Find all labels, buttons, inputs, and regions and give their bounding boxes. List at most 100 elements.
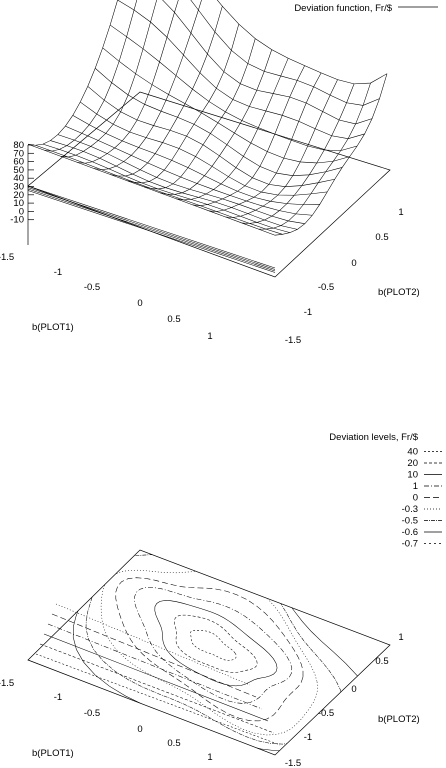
contour-line <box>85 552 343 745</box>
surface-mesh-line-v <box>42 143 291 233</box>
contour-line <box>43 633 269 722</box>
surface-z-tick-label: 0 <box>19 206 24 217</box>
surface-mesh-line-v <box>162 0 373 125</box>
surface-y-tick-label: 0.5 <box>375 232 388 243</box>
contour-legend-title: Deviation levels, Fr/$ <box>329 432 418 443</box>
surface-z-tick-label: -10 <box>10 215 24 226</box>
contour-legend-level-label: -0.6 <box>402 527 418 538</box>
surface-front-band <box>27 185 276 269</box>
contour-y-tick-label: 0.5 <box>375 656 388 667</box>
surface-mesh-line-u <box>110 6 223 177</box>
surface-mesh-line-u <box>27 0 118 146</box>
contour-line <box>47 623 263 710</box>
surface-z-tick-label: 20 <box>13 190 24 201</box>
surface-y-tick-label: -1 <box>304 307 312 318</box>
surface-mesh-line-v <box>117 0 365 139</box>
contour-line <box>174 614 258 673</box>
surface-z-tick-label: 70 <box>13 148 24 159</box>
surface-mesh-line-u <box>176 58 289 201</box>
contour-line <box>154 600 278 687</box>
contour-x-axis-label: b(PLOT1) <box>32 748 74 759</box>
surface-x-tick-label: -0.5 <box>84 282 100 293</box>
surface-mesh-line-v <box>57 134 305 224</box>
surface-z-tick-label: 50 <box>13 165 24 176</box>
surface-mesh-line-v <box>35 145 283 235</box>
contour-legend-level-label: 1 <box>413 481 418 492</box>
contour-legend-level-label: 10 <box>407 470 418 481</box>
surface-mesh-line-u <box>44 0 138 152</box>
contour-line <box>51 613 257 698</box>
contour-x-tick-label: 0.5 <box>167 738 180 749</box>
surface-mesh-line-v <box>216 0 388 85</box>
surface-x-tick-label: 1 <box>207 331 212 342</box>
surface-mesh-line-u <box>143 38 256 190</box>
surface-x-tick-label: 0.5 <box>167 314 180 325</box>
contour-line <box>100 569 318 736</box>
contour-y-tick-label: -1 <box>304 732 312 743</box>
surface-mesh-line-u <box>225 79 338 218</box>
surface-mesh-line-v <box>50 140 298 230</box>
surface-mesh-line-u <box>126 24 240 184</box>
contour-line <box>134 587 293 704</box>
surface-legend-label: Deviation function, Fr/$ <box>294 3 392 14</box>
contour-y-tick-label: 1 <box>398 632 403 643</box>
contour-x-tick-label: 0 <box>137 724 142 735</box>
contour-x-tick-label: -0.5 <box>84 708 100 719</box>
surface-x-tick-label: 0 <box>137 298 142 309</box>
surface-mesh-line-v <box>80 101 328 196</box>
contour-x-tick-label: -1.5 <box>0 678 14 689</box>
surface-mesh-line-u <box>159 49 272 195</box>
contour-line <box>190 630 237 661</box>
surface-x-tick-label: -1.5 <box>0 252 14 263</box>
surface-y-tick-label: -1.5 <box>285 335 301 346</box>
surface-front-band <box>27 188 276 272</box>
surface-mesh-line-u <box>60 0 157 158</box>
surface-mesh-line-v <box>109 24 358 151</box>
contour-plane-frame <box>27 549 391 756</box>
surface-mesh-line-v <box>95 68 343 176</box>
contour-y-tick-label: -0.5 <box>318 708 334 719</box>
contour-line <box>39 643 275 734</box>
contour-line <box>35 653 281 746</box>
contour-y-tick-label: 0 <box>351 684 356 695</box>
contour-legend-level-label: -0.3 <box>402 504 418 515</box>
surface-mesh-line-v <box>65 125 313 216</box>
contour-legend-level-label: 0 <box>413 493 418 504</box>
contour-plot: -1.5 -1 -0.5 0 0.5 1 b(PLOT1) -1.5 -1 -0.5 0 0.5 1 b(… <box>0 432 442 768</box>
contour-y-axis-label: b(PLOT2) <box>378 714 420 725</box>
surface-mesh-line-u <box>242 83 355 224</box>
surface-y-tick-label: 0 <box>351 258 356 269</box>
surface-mesh-line-v <box>190 0 380 106</box>
contour-legend-level-label: 20 <box>407 458 418 469</box>
surface-z-tick-label: 30 <box>13 182 24 193</box>
surface-mesh-line-v <box>102 47 350 164</box>
surface-mesh-line-v <box>27 143 276 236</box>
contour-legend-level-label: -0.5 <box>402 516 418 527</box>
surface-mesh-line-u <box>258 82 371 230</box>
surface-mesh-line-v <box>87 86 335 187</box>
contour-legend-level-label: -0.7 <box>402 539 418 550</box>
surface-z-tick-label: 80 <box>13 140 24 151</box>
surface-mesh-line-u <box>192 65 305 206</box>
contour-y-tick-label: -1.5 <box>285 758 301 768</box>
surface-x-tick-label: -1 <box>54 267 62 278</box>
surface-mesh-line-u <box>77 0 179 164</box>
surface-base-frame <box>27 91 391 278</box>
surface-mesh-line-u <box>209 72 322 212</box>
surface-y-axis-label: b(PLOT2) <box>378 287 420 298</box>
surface-z-tick-label: 10 <box>13 198 24 209</box>
surface-y-tick-label: 1 <box>398 207 403 218</box>
contour-x-tick-label: -1 <box>54 692 62 703</box>
contour-x-tick-label: 1 <box>207 752 212 763</box>
surface-front-band <box>27 187 276 270</box>
surface-plot: 80706050403020100-10-1.5-1-0.500.51b(PLO… <box>0 0 438 346</box>
contour-line <box>115 577 304 722</box>
contour-legend-level-label: 40 <box>407 447 418 458</box>
surface-front-band <box>27 190 276 273</box>
surface-mesh-line-u <box>93 0 202 170</box>
surface-mesh-line-v <box>72 115 320 205</box>
surface-mesh-line-u <box>274 73 388 236</box>
surface-y-tick-label: -0.5 <box>318 282 334 293</box>
